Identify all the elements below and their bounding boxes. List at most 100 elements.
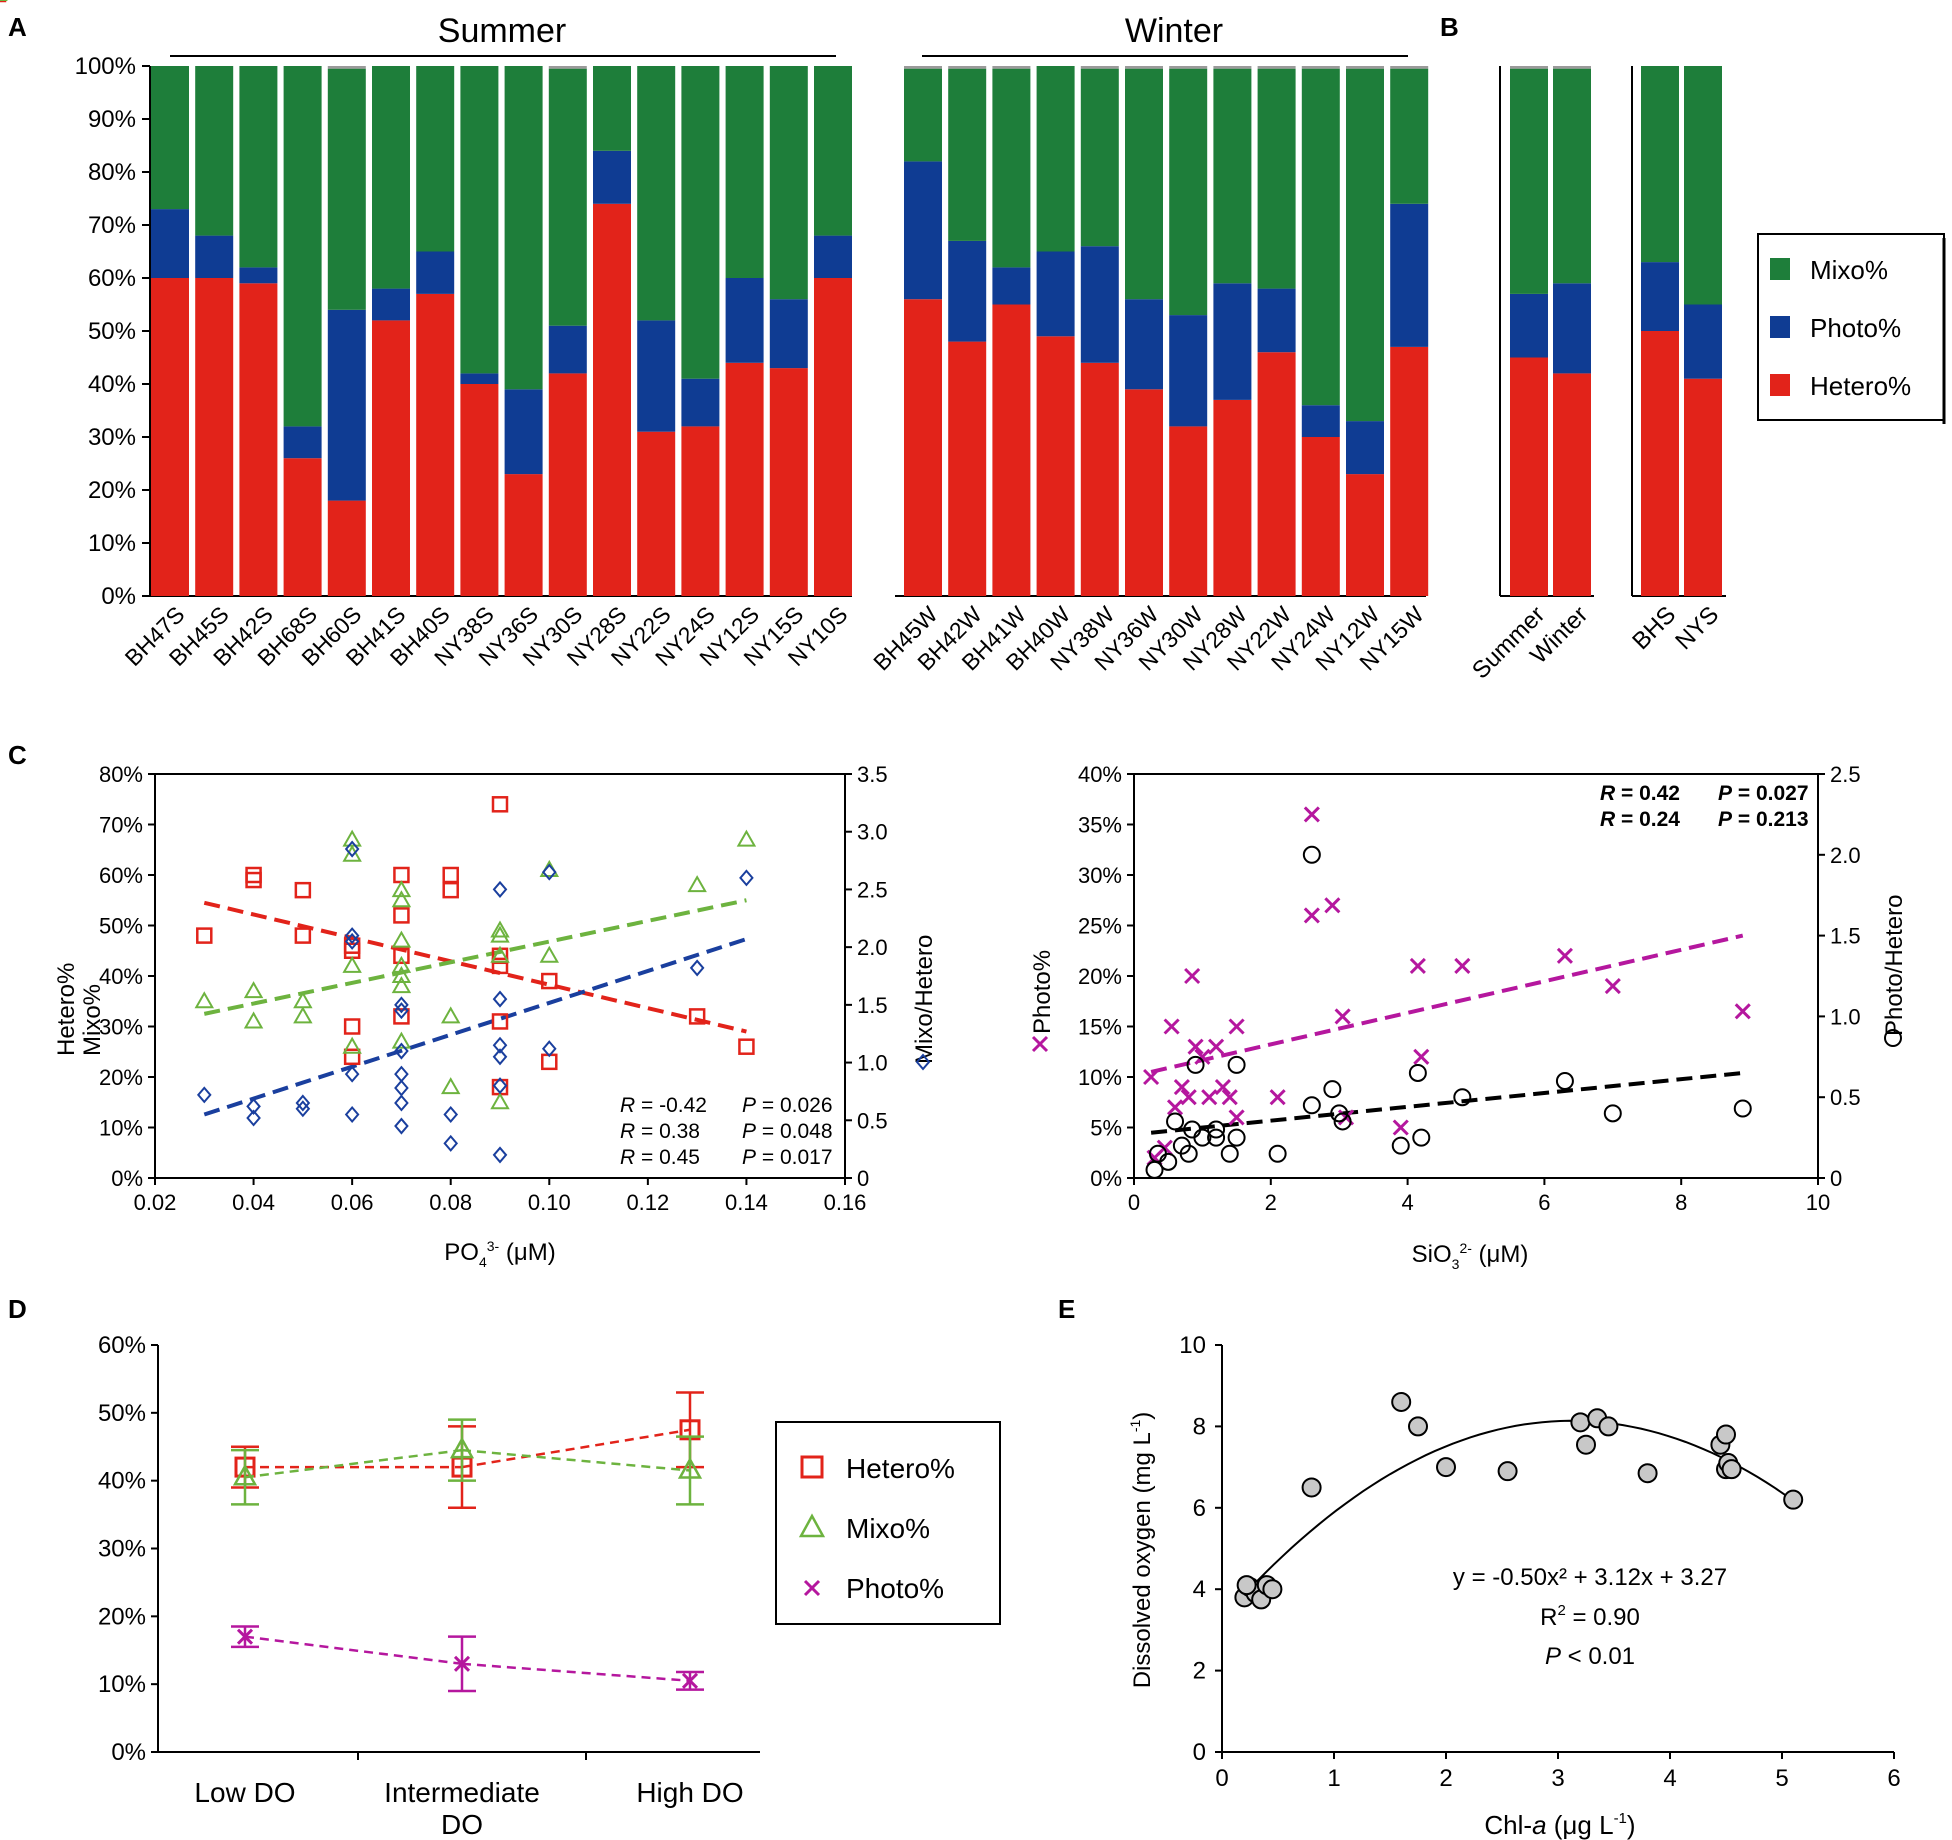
panel-label-b: B	[1440, 12, 1459, 42]
cross-stroke	[1187, 1038, 1204, 1055]
e-x-tick-label: 3	[1551, 1765, 1564, 1792]
legend-marker-square-icon	[800, 1455, 824, 1479]
c2-y-tick-label: 10%	[1078, 1065, 1122, 1090]
e-x-label: Chl-a (μg L-1)	[1484, 1810, 1635, 1840]
cross-stroke	[1303, 806, 1320, 823]
c1-x-tick-label: 0.14	[725, 1190, 768, 1215]
point-mixo	[736, 829, 757, 847]
d-y-tick-label: 10%	[98, 1671, 146, 1698]
cross-stroke	[1334, 1008, 1351, 1025]
bar-photo-BH41S	[372, 288, 410, 321]
bar-mixo-BH45S	[195, 66, 234, 236]
cross-stroke	[1228, 1109, 1245, 1126]
bar-other-Winter	[1553, 66, 1591, 69]
point-photo-hetero	[1179, 1144, 1198, 1163]
c1-x-tick-label: 0.04	[232, 1190, 275, 1215]
c1-y-tick-label: 40%	[99, 964, 143, 989]
point-mixo-hetero	[394, 1065, 409, 1083]
bar-other-NY28W	[1213, 66, 1252, 69]
c2-stat-line: R = 0.24 P = 0.213	[1600, 808, 1809, 831]
c2-x-tick-label: 2	[1265, 1190, 1277, 1215]
e-y-tick-label: 8	[1193, 1413, 1206, 1440]
e-x-tick-label: 2	[1439, 1765, 1452, 1792]
point-mixo	[440, 1006, 461, 1024]
panel-a-y-tick-label: 70%	[88, 212, 136, 239]
bar-mixo-BH41S	[372, 66, 410, 289]
c2-y-tick-label: 40%	[1078, 762, 1122, 787]
bar-photo-BH41W	[992, 267, 1031, 305]
cross-stroke	[1604, 978, 1621, 995]
bar-photo-BH42W	[948, 240, 987, 342]
bar-mixo-NY38W	[1080, 68, 1119, 247]
c1-stat-line: R = 0.45 P = 0.017	[620, 1146, 833, 1169]
point-hetero	[738, 1038, 755, 1055]
c1-x-tick-label: 0.06	[331, 1190, 374, 1215]
bar-other-NY30S	[548, 66, 587, 69]
bar-hetero-NY28W	[1213, 399, 1252, 596]
c1-y-label-mixo: Mixo%	[79, 984, 106, 1056]
c2-y-tick-label: 30%	[1078, 863, 1122, 888]
bar-photo-NY10S	[814, 235, 852, 278]
bar-photo-NY15S	[769, 299, 808, 369]
bar-photo-NY30W	[1169, 315, 1208, 427]
bar-mixo-NYS	[1684, 66, 1722, 305]
cross-stroke	[1166, 1099, 1184, 1116]
d-x-label2-1: DO	[441, 1809, 483, 1840]
legend-swatch-Photo%	[1770, 316, 1790, 338]
bar-other-NY15W	[1390, 66, 1429, 69]
bar-hetero-NYS	[1684, 378, 1722, 596]
c1-y2-tick-label: 0	[857, 1166, 869, 1191]
c2-y-tick-label: 5%	[1090, 1116, 1122, 1141]
point-photo	[1454, 957, 1471, 974]
panel-a-y-tick-label: 90%	[88, 106, 136, 133]
point-photo-hetero	[1453, 1088, 1472, 1107]
e-x-tick-label: 5	[1775, 1765, 1788, 1792]
point-mixo	[293, 991, 313, 1009]
bar-photo-NY38S	[460, 373, 499, 384]
point-do	[1637, 1463, 1658, 1484]
bar-hetero-NY22S	[637, 431, 676, 596]
bar-mixo-BH41W	[992, 68, 1031, 268]
bar-hetero-NY36W	[1125, 389, 1163, 596]
c2-y2-tick-label: 1.5	[1830, 924, 1861, 949]
bar-hetero-NY12S	[725, 362, 764, 596]
panel-label-c: C	[8, 740, 27, 770]
point-photo	[1409, 957, 1426, 974]
c2-x-tick-label: 8	[1675, 1190, 1687, 1215]
point-do	[1721, 1459, 1742, 1480]
point-photo	[1269, 1089, 1286, 1106]
point-photo	[1604, 978, 1621, 995]
bar-hetero-NY24W	[1301, 437, 1340, 596]
bar-mixo-BH45W	[904, 68, 942, 162]
bar-hetero-BH68S	[283, 458, 322, 596]
point-photo	[1334, 1008, 1351, 1025]
point-mixo	[243, 1011, 264, 1029]
bar-hetero-Winter	[1553, 373, 1591, 596]
point-mixo-hetero	[344, 1065, 360, 1083]
legend-label-Hetero%: Hetero%	[1810, 371, 1911, 401]
point-photo	[1303, 806, 1320, 823]
point-photo-hetero	[1227, 1128, 1246, 1147]
bar-hetero-BH45W	[904, 299, 942, 596]
point-photo-hetero	[1302, 845, 1321, 864]
c2-x-tick-label: 6	[1538, 1190, 1550, 1215]
point-Photo%	[681, 1672, 699, 1689]
bar-hetero-NY22W	[1257, 352, 1296, 596]
c2-stat-line: R = 0.42 P = 0.027	[1600, 782, 1809, 805]
point-hetero	[343, 1048, 361, 1066]
point-mixo-hetero	[394, 1117, 409, 1135]
bar-mixo-BHS	[1641, 66, 1679, 263]
point-hetero	[245, 866, 262, 884]
cross-stroke	[1201, 1089, 1218, 1106]
c1-x-tick-label: 0.12	[626, 1190, 669, 1215]
bar-photo-NY22S	[637, 320, 676, 432]
e-y-tick-label: 10	[1179, 1332, 1206, 1359]
legend-label-Hetero%: Hetero%	[846, 1453, 955, 1484]
c1-y-tick-label: 70%	[99, 813, 143, 838]
point-mixo	[391, 930, 412, 948]
point-mixo	[490, 920, 510, 938]
point-mixo-hetero	[492, 1036, 508, 1054]
bar-mixo-NY38S	[460, 66, 499, 374]
cross-stroke	[1173, 1079, 1190, 1096]
